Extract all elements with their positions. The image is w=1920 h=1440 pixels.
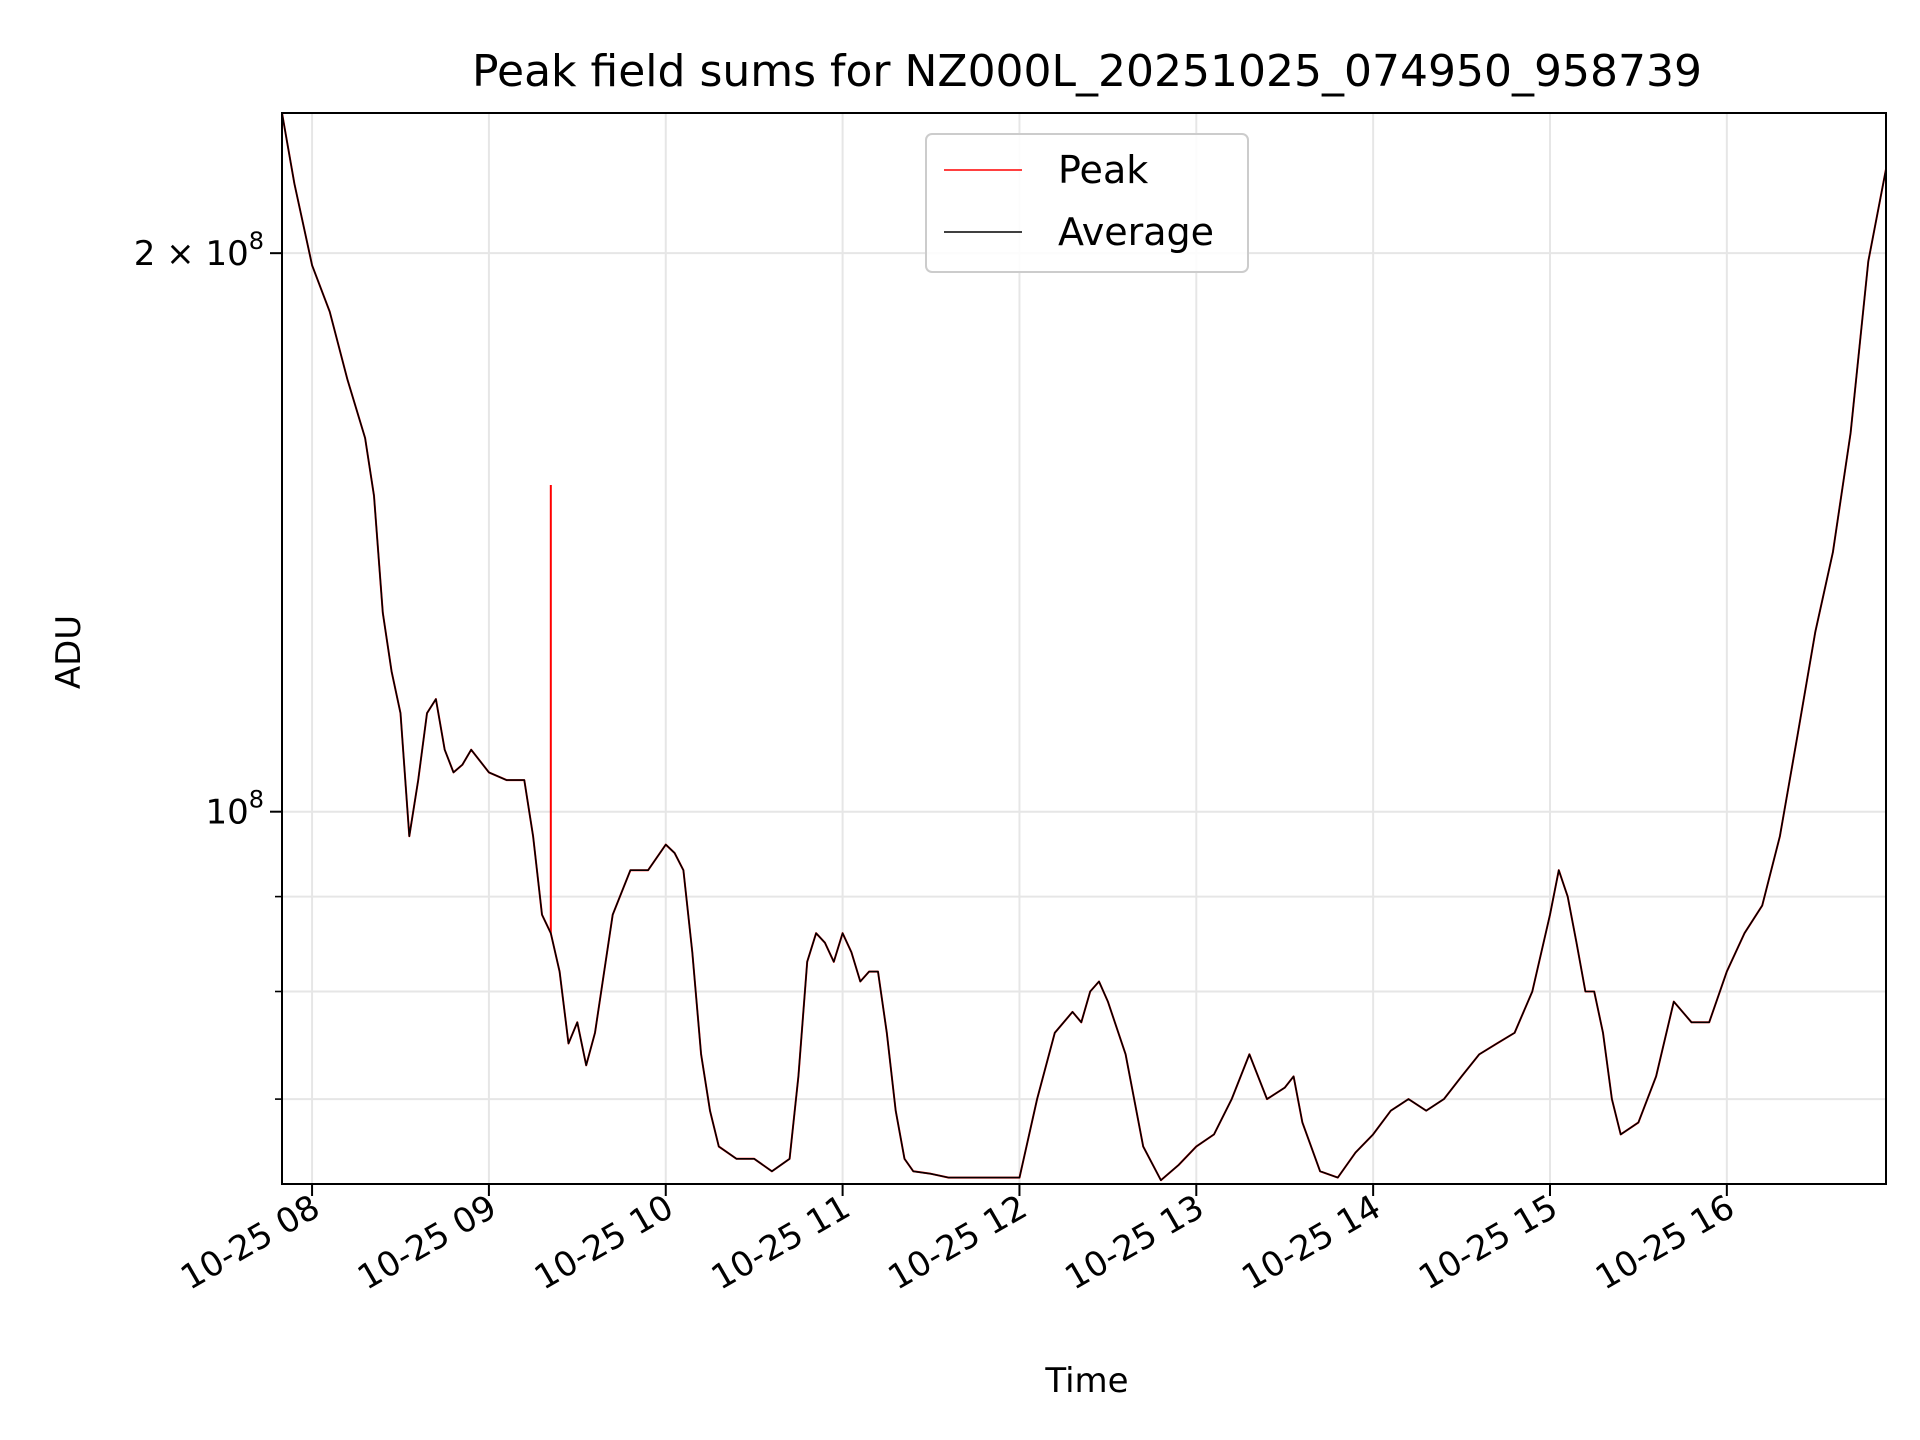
legend-label-peak: Peak xyxy=(1058,148,1148,192)
plot-area-frame xyxy=(281,112,1887,1185)
series-line-average xyxy=(281,112,1887,1181)
y-tick-label: 2 × 108 xyxy=(134,227,264,274)
x-axis-label: Time xyxy=(1044,1361,1128,1401)
series-layer xyxy=(281,112,1887,1182)
legend-box xyxy=(925,133,1249,273)
legend: Peak Average xyxy=(925,133,1249,273)
chart-title: Peak field sums for NZ000L_20251025_0749… xyxy=(472,46,1702,97)
y-tick-label: 108 xyxy=(205,786,264,833)
legend-label-average: Average xyxy=(1058,210,1214,254)
y-axis-label: ADU xyxy=(49,615,89,689)
